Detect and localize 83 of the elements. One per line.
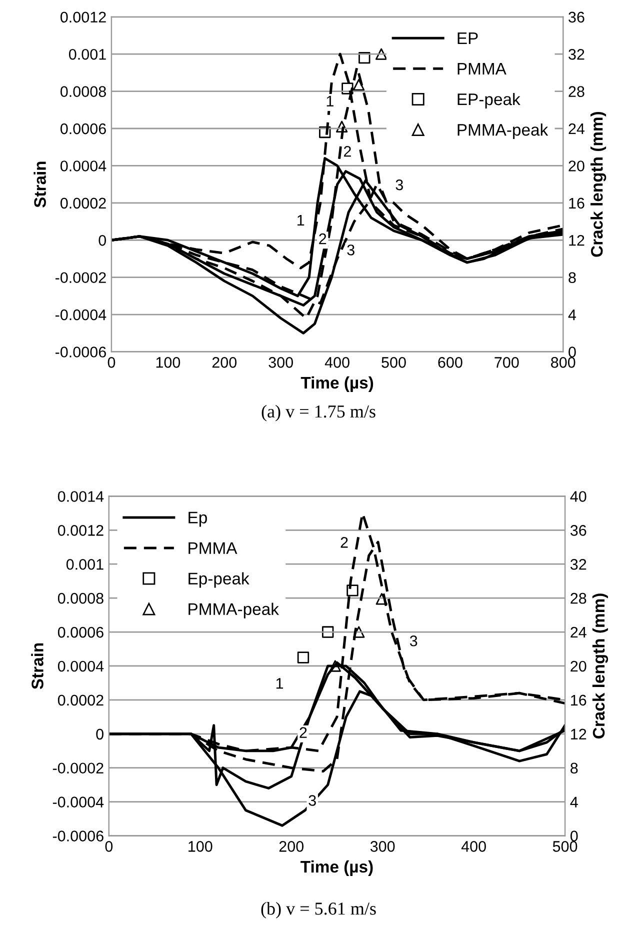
legend-label: EP	[458, 32, 478, 44]
annotation: 1	[276, 678, 284, 689]
x-tick-label: 500	[552, 841, 578, 852]
x-tick-label: 500	[382, 357, 406, 368]
x-tick-label: 200	[279, 841, 304, 852]
x-axis-title: Time (µs)	[300, 376, 374, 392]
y-tick-label: 0.001	[68, 48, 106, 60]
x-axis-title: Time (µs)	[300, 860, 373, 876]
y2-axis-title: Crack length (mm)	[590, 112, 606, 257]
x-tick-label: 700	[494, 357, 519, 368]
x-tick-label: 800	[551, 357, 576, 368]
y2-tick-label: 32	[568, 48, 584, 60]
annotation: 3	[410, 635, 418, 646]
y-tick-label: 0.001	[66, 558, 104, 570]
y-tick-label: -0.0006	[55, 346, 106, 358]
annotation: 2	[340, 537, 348, 548]
y-tick-label: 0.0004	[58, 660, 104, 672]
y2-tick-label: 28	[570, 592, 586, 604]
y-tick-label: -0.0002	[55, 272, 106, 284]
y-tick-label: 0.0004	[60, 160, 106, 172]
legend-label: PMMA	[458, 63, 506, 74]
y-tick-label: -0.0006	[52, 830, 104, 842]
annotation: 3	[347, 244, 354, 256]
legend-label: PMMA-peak	[458, 123, 548, 140]
y2-tick-label: 16	[569, 198, 584, 209]
y2-tick-label: 20	[570, 660, 586, 672]
x-tick-label: 300	[268, 357, 293, 368]
text: (b) v = 5.61 m/s	[261, 902, 376, 918]
y-tick-label: 0.0002	[60, 198, 106, 209]
y2-tick-label: 40	[570, 491, 586, 502]
y2-tick-label: 28	[568, 86, 584, 97]
y-tick-label: 0.0014	[58, 491, 104, 502]
y2-tick-label: 36	[570, 525, 586, 536]
y-tick-label: -0.0002	[52, 762, 104, 774]
y-tick-label: -0.0004	[52, 796, 104, 808]
x-tick-label: 0	[108, 357, 116, 368]
text: (a) v = 1.75 m/s	[262, 404, 376, 422]
legend-label: PMMA	[188, 542, 238, 554]
y-tick-label: 0.0008	[58, 592, 104, 604]
y-tick-label: 0.0012	[60, 12, 106, 23]
y2-tick-label: 4	[568, 310, 576, 320]
y-tick-label: 0.0012	[58, 525, 104, 536]
y-tick-label: 0	[96, 728, 104, 740]
y2-tick-label: 36	[568, 12, 584, 23]
y2-tick-label: 20	[568, 160, 584, 172]
annotation: 2	[300, 727, 307, 738]
x-tick-label: 100	[156, 357, 180, 368]
y2-tick-label: 12	[569, 234, 584, 246]
legend-label: Ep-peak	[188, 572, 250, 588]
y-axis-title: Strain	[31, 643, 44, 690]
y2-tick-label: 24	[568, 123, 585, 134]
legend-label: PMMA-peak	[188, 602, 279, 618]
y2-tick-label: 4	[570, 796, 578, 808]
y2-tick-label: 0	[570, 830, 578, 842]
legend-label: EP-peak	[458, 92, 520, 108]
y-tick-label: 0.0006	[60, 123, 106, 134]
y-tick-label: 0.0008	[60, 86, 106, 97]
x-tick-label: 300	[370, 841, 395, 852]
annotation: 2	[344, 146, 351, 157]
annotation: 1	[326, 96, 334, 106]
annotation: 1	[298, 214, 304, 226]
x-tick-label: 400	[461, 841, 486, 852]
x-tick-label: 400	[324, 357, 350, 368]
y-tick-label: -0.0004	[55, 309, 106, 320]
annotation: 2	[319, 233, 326, 244]
y2-tick-label: 16	[571, 694, 586, 706]
y2-tick-label: 0	[568, 346, 576, 358]
annotation: 3	[308, 795, 316, 806]
y2-tick-label: 8	[568, 272, 576, 284]
y-tick-label: 0.0002	[58, 694, 104, 706]
y2-tick-label: 8	[570, 762, 578, 774]
y2-tick-label: 12	[571, 728, 586, 740]
x-tick-label: 200	[212, 357, 237, 368]
y2-axis-title: Crack length (mm)	[592, 594, 608, 738]
y-tick-label: 0.0006	[58, 626, 104, 638]
x-tick-label: 600	[438, 357, 462, 368]
y2-tick-label: 32	[570, 558, 586, 570]
y-tick-label: 0	[98, 234, 106, 246]
y2-tick-label: 24	[570, 626, 586, 638]
annotation: 3	[396, 179, 403, 190]
y-axis-title: Strain	[34, 162, 46, 208]
x-tick-label: 100	[188, 841, 212, 852]
legend-label: Ep	[188, 512, 207, 527]
